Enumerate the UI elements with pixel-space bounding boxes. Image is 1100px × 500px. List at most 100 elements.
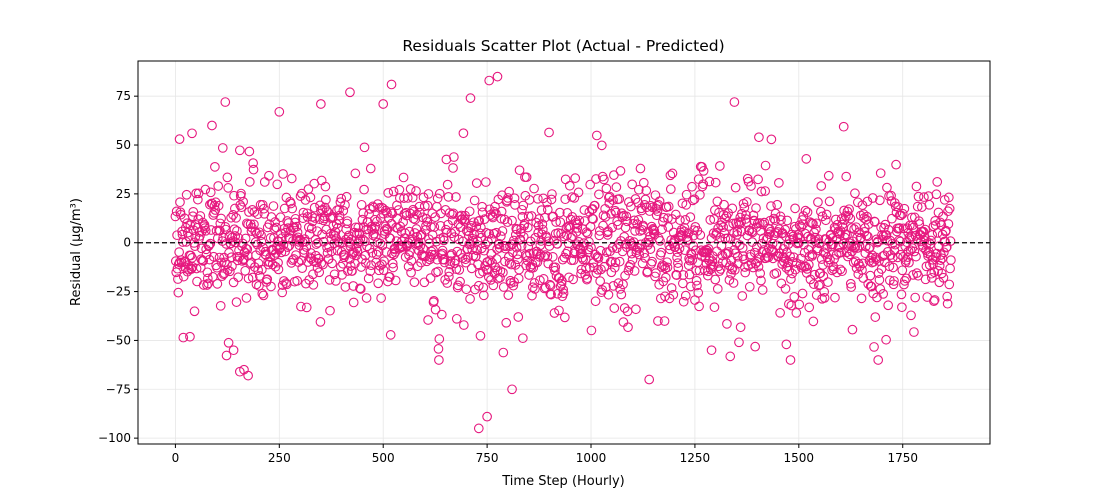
- data-point: [562, 246, 573, 257]
- data-point: [735, 322, 746, 333]
- data-point: [712, 196, 723, 207]
- data-point: [208, 251, 219, 262]
- data-point: [659, 316, 670, 326]
- data-point: [406, 267, 416, 278]
- data-point: [583, 244, 594, 255]
- data-point: [297, 263, 308, 274]
- data-point: [360, 250, 371, 261]
- data-point: [375, 238, 386, 249]
- data-point: [213, 200, 224, 211]
- data-point: [707, 262, 717, 272]
- data-point: [710, 177, 721, 188]
- data-point: [712, 283, 723, 294]
- data-point: [772, 199, 783, 210]
- data-point: [223, 337, 234, 348]
- data-point: [898, 252, 908, 262]
- data-point: [824, 196, 835, 207]
- x-axis-ticks: 0 250 500 750 1000 1250 1500 1750: [172, 444, 918, 465]
- data-point: [919, 235, 930, 246]
- data-point: [374, 265, 384, 276]
- data-point: [483, 272, 494, 282]
- data-point: [314, 267, 325, 278]
- data-point: [884, 261, 895, 272]
- data-point: [723, 247, 734, 257]
- data-point: [507, 384, 517, 395]
- data-point: [564, 180, 575, 191]
- data-point: [373, 278, 384, 289]
- data-point: [234, 145, 245, 156]
- data-point: [216, 213, 226, 224]
- data-point: [473, 280, 484, 291]
- data-point: [906, 310, 916, 321]
- data-point: [514, 165, 525, 176]
- data-point: [514, 264, 524, 275]
- data-point: [458, 236, 468, 247]
- data-point: [199, 219, 210, 230]
- data-point: [266, 281, 276, 292]
- data-point: [823, 170, 834, 181]
- data-point: [592, 252, 603, 262]
- data-point: [571, 227, 582, 237]
- data-point: [747, 237, 758, 247]
- data-point: [929, 295, 940, 305]
- data-point: [439, 257, 450, 268]
- data-point: [623, 265, 634, 276]
- data-point: [881, 334, 891, 345]
- data-point: [340, 282, 351, 292]
- data-point: [286, 198, 296, 209]
- data-point: [494, 243, 505, 253]
- data-point: [849, 224, 859, 234]
- data-point: [674, 243, 685, 254]
- data-point: [426, 246, 437, 257]
- data-point: [321, 205, 332, 216]
- data-point: [183, 231, 194, 242]
- data-point: [482, 411, 492, 422]
- data-point: [434, 355, 444, 365]
- data-point: [862, 196, 873, 207]
- data-point: [341, 191, 352, 202]
- x-tick-label: 1250: [680, 451, 711, 465]
- data-point: [175, 197, 185, 208]
- data-point: [360, 236, 370, 247]
- data-point: [863, 219, 874, 230]
- data-point: [911, 251, 921, 262]
- data-point: [710, 274, 721, 285]
- data-point: [525, 248, 535, 259]
- data-point: [877, 230, 887, 240]
- data-point: [547, 251, 558, 262]
- data-point: [585, 179, 596, 190]
- data-point: [945, 236, 956, 246]
- data-point: [259, 177, 270, 187]
- data-point: [410, 214, 421, 225]
- data-point: [471, 178, 482, 188]
- data-point: [644, 374, 655, 385]
- data-point: [303, 184, 314, 194]
- data-point: [641, 185, 652, 196]
- data-point: [530, 284, 540, 294]
- data-point: [411, 186, 421, 196]
- data-point: [546, 194, 557, 205]
- data-point: [214, 252, 225, 263]
- data-point: [235, 200, 246, 210]
- data-point: [378, 99, 389, 109]
- data-point: [359, 184, 369, 195]
- data-point: [925, 239, 936, 249]
- data-point: [458, 320, 469, 330]
- data-point: [768, 253, 778, 264]
- data-point: [406, 255, 417, 266]
- data-point: [316, 99, 326, 109]
- data-point: [217, 143, 228, 153]
- data-point: [663, 222, 674, 232]
- data-point: [224, 230, 235, 241]
- data-point: [549, 235, 559, 246]
- data-point: [500, 241, 511, 252]
- data-point: [681, 189, 692, 200]
- data-point: [274, 106, 285, 117]
- data-point: [867, 193, 878, 203]
- data-point: [646, 200, 656, 211]
- data-point: [451, 192, 461, 202]
- data-point: [808, 218, 818, 229]
- data-point: [749, 216, 760, 226]
- data-point: [941, 225, 951, 236]
- data-point: [228, 210, 239, 220]
